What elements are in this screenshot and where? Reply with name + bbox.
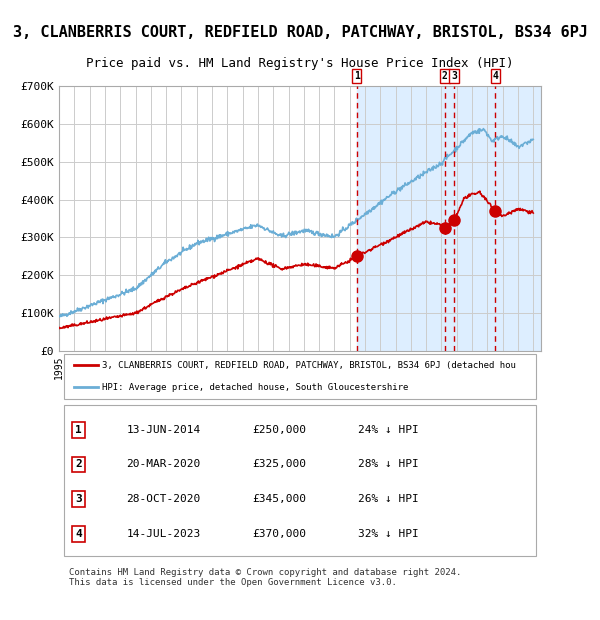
Text: 28-OCT-2020: 28-OCT-2020: [127, 494, 201, 504]
Text: 4: 4: [75, 529, 82, 539]
Text: 1: 1: [353, 71, 359, 81]
Text: 3, CLANBERRIS COURT, REDFIELD ROAD, PATCHWAY, BRISTOL, BS34 6PJ: 3, CLANBERRIS COURT, REDFIELD ROAD, PATC…: [13, 25, 587, 40]
Bar: [511, 86, 541, 351]
Text: 14-JUL-2023: 14-JUL-2023: [127, 529, 201, 539]
FancyBboxPatch shape: [64, 405, 536, 556]
Text: Contains HM Land Registry data © Crown copyright and database right 2024.
This d: Contains HM Land Registry data © Crown c…: [69, 567, 461, 587]
Text: 24% ↓ HPI: 24% ↓ HPI: [358, 425, 419, 435]
Text: 4: 4: [493, 71, 499, 81]
Text: 13-JUN-2014: 13-JUN-2014: [127, 425, 201, 435]
Text: £250,000: £250,000: [252, 425, 306, 435]
Text: 3, CLANBERRIS COURT, REDFIELD ROAD, PATCHWAY, BRISTOL, BS34 6PJ (detached hou: 3, CLANBERRIS COURT, REDFIELD ROAD, PATC…: [103, 361, 517, 370]
Text: 3: 3: [75, 494, 82, 504]
Text: 2: 2: [442, 71, 448, 81]
Text: £345,000: £345,000: [252, 494, 306, 504]
Text: £370,000: £370,000: [252, 529, 306, 539]
Text: £325,000: £325,000: [252, 459, 306, 469]
Text: 28% ↓ HPI: 28% ↓ HPI: [358, 459, 419, 469]
Text: 32% ↓ HPI: 32% ↓ HPI: [358, 529, 419, 539]
Text: 20-MAR-2020: 20-MAR-2020: [127, 459, 201, 469]
Bar: [356, 86, 511, 351]
Text: 3: 3: [451, 71, 457, 81]
Text: 26% ↓ HPI: 26% ↓ HPI: [358, 494, 419, 504]
Text: 2: 2: [75, 459, 82, 469]
Text: HPI: Average price, detached house, South Gloucestershire: HPI: Average price, detached house, Sout…: [103, 383, 409, 392]
Text: 1: 1: [75, 425, 82, 435]
FancyBboxPatch shape: [64, 353, 536, 399]
Text: Price paid vs. HM Land Registry's House Price Index (HPI): Price paid vs. HM Land Registry's House …: [86, 57, 514, 69]
